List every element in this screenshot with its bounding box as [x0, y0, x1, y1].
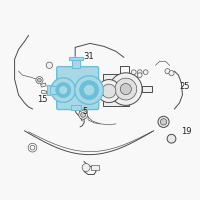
Circle shape	[38, 78, 41, 82]
Text: 19: 19	[181, 127, 192, 136]
Circle shape	[59, 86, 68, 94]
Bar	[71, 105, 81, 110]
Circle shape	[75, 76, 103, 104]
Circle shape	[169, 71, 174, 76]
Circle shape	[80, 81, 99, 100]
Circle shape	[143, 70, 148, 75]
Text: 5: 5	[82, 107, 88, 116]
Circle shape	[84, 85, 95, 96]
Circle shape	[131, 70, 136, 75]
Circle shape	[36, 77, 43, 84]
Circle shape	[82, 164, 90, 172]
Bar	[41, 90, 47, 94]
Circle shape	[102, 84, 116, 98]
Circle shape	[137, 70, 142, 75]
Circle shape	[97, 80, 120, 103]
Bar	[41, 83, 46, 87]
Circle shape	[56, 83, 71, 98]
Circle shape	[167, 134, 176, 143]
Bar	[99, 87, 104, 95]
Text: 15: 15	[37, 95, 48, 104]
Circle shape	[46, 62, 53, 68]
FancyBboxPatch shape	[63, 82, 89, 100]
Circle shape	[115, 78, 137, 100]
Text: 31: 31	[84, 52, 94, 61]
Circle shape	[137, 73, 142, 78]
Bar	[91, 165, 99, 170]
Circle shape	[51, 78, 76, 102]
Bar	[72, 59, 80, 68]
Circle shape	[120, 84, 131, 95]
Circle shape	[110, 73, 142, 105]
Circle shape	[158, 116, 169, 127]
Circle shape	[165, 69, 170, 74]
Bar	[47, 85, 50, 95]
Bar	[142, 86, 152, 92]
Circle shape	[81, 113, 86, 117]
Circle shape	[79, 111, 87, 119]
Bar	[103, 74, 129, 106]
Text: 25: 25	[179, 82, 190, 91]
Bar	[69, 57, 83, 60]
FancyBboxPatch shape	[57, 67, 99, 110]
Circle shape	[160, 119, 167, 125]
Bar	[48, 86, 62, 94]
